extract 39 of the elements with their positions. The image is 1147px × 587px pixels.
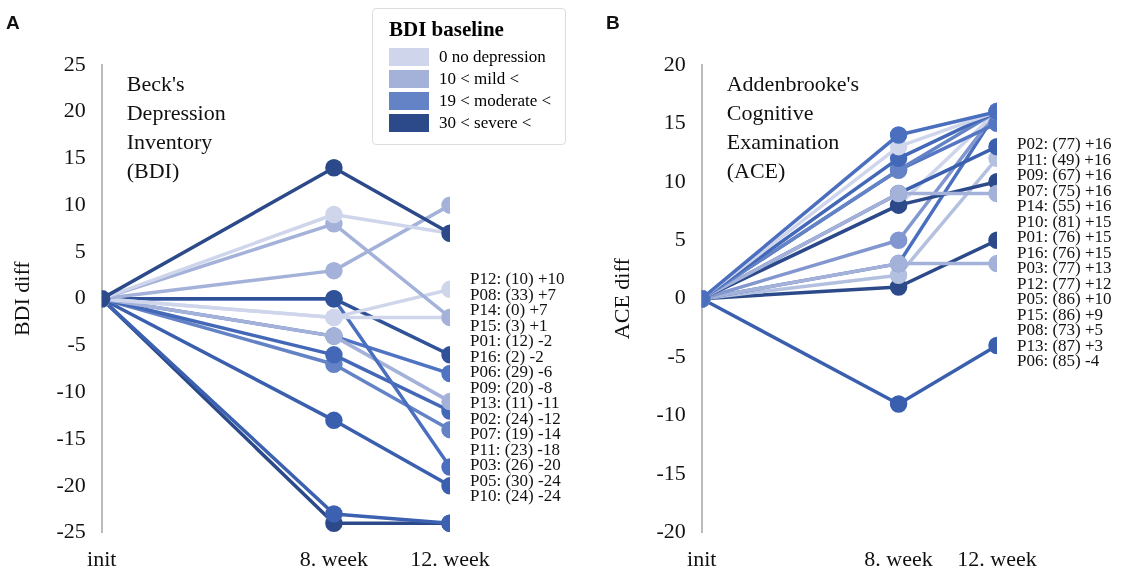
y-tick-label: -20: [656, 518, 686, 544]
annotation: Beck's Depression Inventory (BDI): [126, 70, 226, 183]
y-tick-label: -5: [67, 331, 86, 357]
y-tick-label: -20: [56, 471, 86, 497]
y-tick-label: 20: [63, 97, 86, 123]
y-tick-label: 10: [663, 167, 686, 193]
y-tick-label: 25: [63, 50, 86, 76]
y-tick-label: 0: [74, 284, 86, 310]
x-tick-label: init: [687, 545, 717, 571]
y-tick-label: 20: [663, 50, 686, 76]
legend-label: 30 < severe <: [439, 113, 532, 133]
chart-title: B: [606, 11, 620, 33]
annotation: Addenbrooke's Cognitive Examination (ACE): [726, 70, 860, 183]
legend-title: BDI baseline: [389, 17, 505, 42]
legend-label: 10 < mild <: [439, 69, 520, 89]
text: P02: (77) +16: [1017, 134, 1112, 154]
x-tick-label: 12. week: [957, 545, 1037, 571]
x-tick-label: 8. week: [299, 545, 369, 571]
x-tick-label: 12. week: [410, 545, 490, 571]
y-axis-title: ACE diff: [608, 257, 634, 340]
y-tick-label: -10: [656, 401, 686, 427]
text: P12: (10) +10: [470, 269, 565, 289]
y-tick-label: 5: [674, 226, 686, 252]
y-tick-label: -5: [667, 342, 686, 368]
legend-label: 19 < moderate <: [439, 91, 552, 111]
chart-title: A: [6, 11, 20, 33]
y-tick-label: -15: [656, 459, 686, 485]
y-axis-title: BDI diff: [8, 260, 34, 337]
y-tick-label: 10: [63, 190, 86, 216]
y-tick-label: -15: [56, 424, 86, 450]
y-tick-label: -25: [56, 518, 86, 544]
y-tick-label: -10: [56, 378, 86, 404]
y-tick-label: 5: [74, 237, 86, 263]
y-tick-label: 15: [63, 144, 86, 170]
y-tick-label: 15: [663, 109, 686, 135]
y-tick-label: 0: [674, 284, 686, 310]
legend-label: 0 no depression: [439, 47, 546, 67]
x-tick-label: init: [87, 545, 117, 571]
x-tick-label: 8. week: [864, 545, 933, 571]
